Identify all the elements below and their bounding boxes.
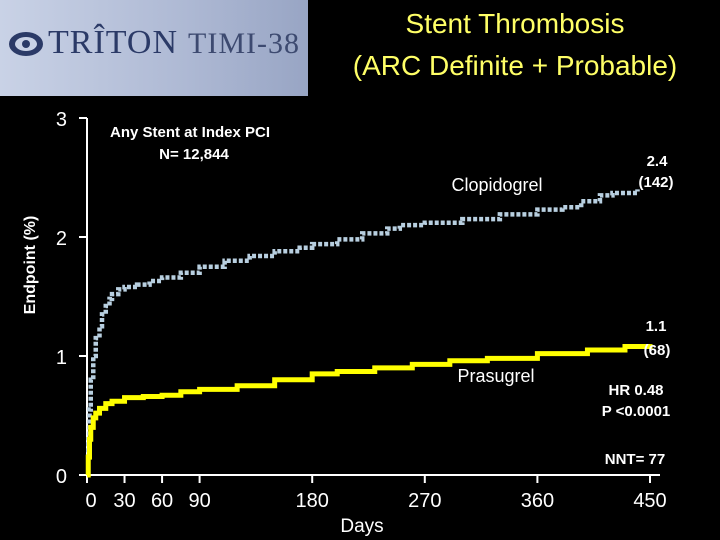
x-tick-label-60: 60 xyxy=(151,490,173,512)
y-tick-label-1: 1 xyxy=(56,347,67,369)
annotation-prasugrel-count: (68) xyxy=(644,342,671,359)
annotation-hazard-ratio: HR 0.48 xyxy=(608,382,663,399)
x-tick-label-0: 0 xyxy=(85,490,96,512)
annotation-population-line2: N= 12,844 xyxy=(159,146,229,163)
annotation-population-line1: Any Stent at Index PCI xyxy=(110,124,270,141)
x-tick-label-270: 270 xyxy=(408,490,441,512)
series-label-prasugrel: Prasugrel xyxy=(457,366,534,386)
y-axis-title: Endpoint (%) xyxy=(22,216,39,315)
y-tick-label-2: 2 xyxy=(56,228,67,250)
triton-logo-icon xyxy=(9,32,43,56)
x-tick-label-360: 360 xyxy=(521,490,554,512)
x-tick-label-180: 180 xyxy=(296,490,329,512)
logo-text-triton: TRÎTON xyxy=(48,24,179,61)
logo-text: TRÎTON TIMI-38 xyxy=(48,24,300,62)
annotation-clopidogrel-count: (142) xyxy=(638,174,673,191)
annotation-nnt: NNT= 77 xyxy=(605,451,665,468)
annotation-p-value: P <0.0001 xyxy=(602,403,671,420)
logo-banner: TRÎTON TIMI-38 xyxy=(0,0,308,96)
series-layer xyxy=(85,189,653,478)
x-axis-title: Days xyxy=(340,516,383,537)
y-tick-label-3: 3 xyxy=(56,109,67,131)
x-tick-label-30: 30 xyxy=(113,490,135,512)
series-line-clopidogrel xyxy=(86,189,640,478)
axes xyxy=(79,117,660,483)
x-tick-label-90: 90 xyxy=(188,490,210,512)
y-tick-label-0: 0 xyxy=(56,466,67,488)
chart-subtitle: (ARC Definite + Probable) xyxy=(352,50,678,81)
annotation-prasugrel-value: 1.1 xyxy=(646,318,667,335)
annotation-clopidogrel-value: 2.4 xyxy=(647,153,669,170)
x-tick-label-450: 450 xyxy=(633,490,666,512)
chart-title: Stent Thrombosis xyxy=(405,8,625,39)
logo-text-timi: TIMI-38 xyxy=(188,27,301,60)
series-label-clopidogrel: Clopidogrel xyxy=(451,175,542,195)
series-line-prasugrel xyxy=(85,343,653,478)
